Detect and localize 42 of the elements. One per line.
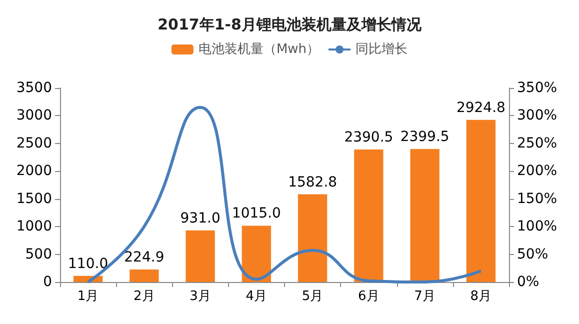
legend-label: 电池装机量（Mwh） — [198, 42, 320, 57]
x-tick-label: 3月 — [190, 289, 211, 304]
y2-tick-label: 200% — [517, 163, 558, 180]
x-tick-label: 7月 — [414, 289, 436, 304]
x-tick-label: 2月 — [134, 289, 155, 304]
data-label: 1582.8 — [288, 174, 338, 190]
y2-tick-label: 0% — [517, 274, 540, 290]
data-label: 931.0 — [180, 210, 220, 226]
x-tick-label: 5月 — [302, 289, 324, 304]
y-tick-label: 500 — [25, 246, 52, 262]
x-tick-label: 4月 — [246, 289, 268, 304]
data-label: 2390.5 — [344, 130, 394, 146]
x-tick-label: 6月 — [358, 289, 380, 304]
legend-label: 同比增长 — [356, 42, 408, 57]
bar — [186, 230, 215, 282]
data-label: 110.0 — [68, 256, 108, 272]
x-tick-label: 8月 — [470, 289, 492, 304]
data-label: 224.9 — [124, 250, 164, 266]
bar — [354, 150, 384, 282]
y-tick-label: 1500 — [16, 190, 52, 207]
bar — [242, 226, 272, 282]
bar — [466, 120, 496, 282]
bar — [410, 149, 440, 282]
y2-tick-label: 50% — [517, 246, 548, 262]
y-tick-label: 3500 — [16, 80, 52, 96]
x-tick-label: 1月 — [77, 289, 99, 304]
y2-tick-label: 350% — [517, 80, 558, 96]
y2-tick-label: 300% — [517, 108, 558, 124]
y-tick-label: 1000 — [16, 218, 52, 235]
data-label: 2924.8 — [456, 100, 506, 116]
bar — [130, 270, 159, 282]
y-tick-label: 0 — [43, 274, 52, 290]
y2-tick-label: 250% — [517, 135, 558, 152]
y-tick-label: 2000 — [16, 163, 52, 180]
y-tick-label: 2500 — [16, 135, 52, 152]
y2-tick-label: 100% — [517, 218, 558, 235]
y-tick-label: 3000 — [16, 108, 52, 124]
data-label: 1015.0 — [232, 206, 281, 222]
chart-title: 2017年1-8月锂电池装机量及增长情况 — [158, 16, 422, 34]
y2-tick-label: 150% — [517, 190, 558, 207]
data-label: 2399.5 — [400, 129, 450, 145]
bar — [298, 194, 328, 282]
